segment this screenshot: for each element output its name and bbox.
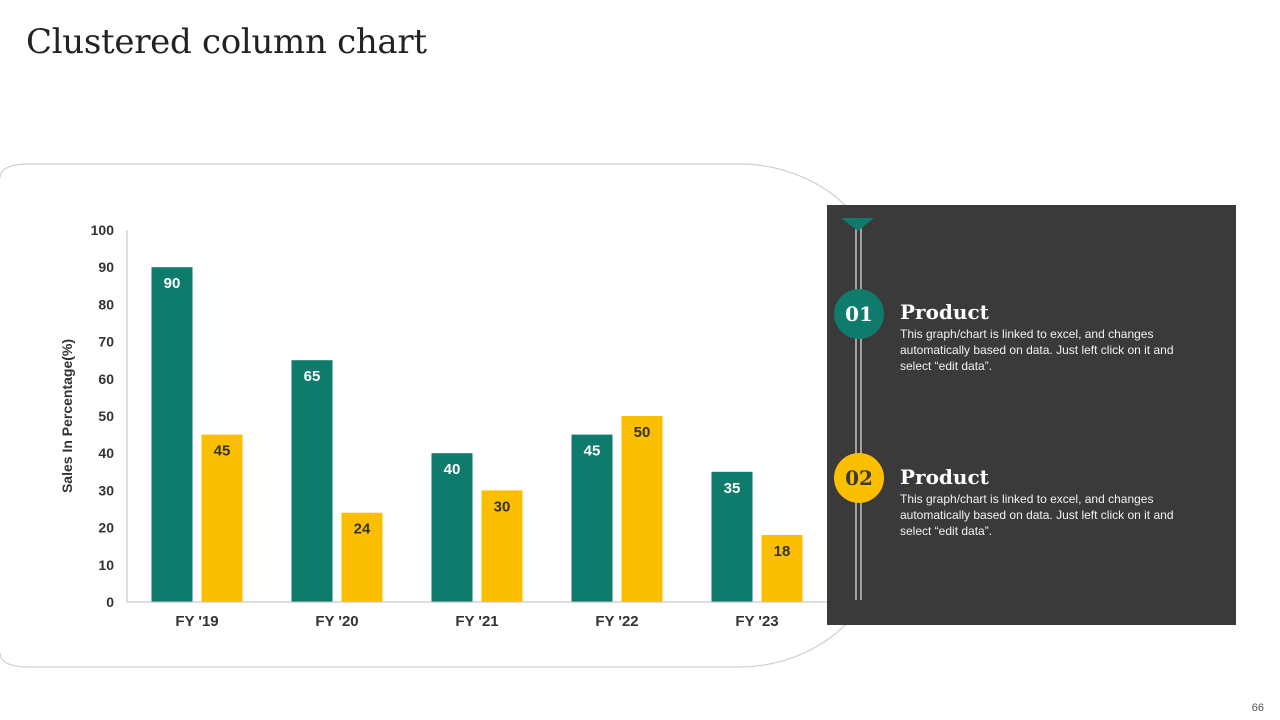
bar-series-2 <box>201 434 243 602</box>
bar-value-label: 50 <box>634 424 651 441</box>
y-axis-title: Sales In Percentage(%) <box>59 339 75 493</box>
badge-02: 02 <box>834 453 884 503</box>
timeline-connector <box>841 218 874 600</box>
legend-item-description: This graph/chart is linked to excel, and… <box>900 327 1174 373</box>
badge-01: 01 <box>834 289 884 339</box>
x-category-label: FY '23 <box>735 613 778 630</box>
bar-value-label: 45 <box>584 443 601 460</box>
y-tick-label: 100 <box>91 222 115 238</box>
y-tick-label: 10 <box>98 557 114 573</box>
y-tick-label: 60 <box>98 371 114 387</box>
x-category-label: FY '20 <box>315 613 358 630</box>
bar-value-label: 35 <box>724 480 741 497</box>
x-category-label: FY '22 <box>595 613 638 630</box>
bar-series-2 <box>621 416 663 602</box>
bar-series-1 <box>431 453 473 602</box>
legend-item-title: Product <box>900 300 989 324</box>
bar-value-label: 24 <box>354 521 371 538</box>
legend-item-description: This graph/chart is linked to excel, and… <box>900 492 1174 538</box>
y-tick-label: 50 <box>98 408 114 424</box>
y-tick-label: 0 <box>106 594 114 610</box>
page-number: 66 <box>1251 702 1264 714</box>
y-axis-ticks: 0 10 20 30 40 50 60 70 80 90 100 <box>91 222 115 610</box>
page-title: Clustered column chart <box>26 22 427 62</box>
timeline-arrow-icon <box>841 218 874 231</box>
x-axis-categories: FY '19 FY '20 FY '21 FY '22 FY '23 <box>175 613 778 630</box>
y-tick-label: 20 <box>98 520 114 536</box>
bar-value-label: 30 <box>494 498 511 515</box>
bar-series-1 <box>291 360 333 602</box>
legend-item-title: Product <box>900 465 989 489</box>
x-category-label: FY '19 <box>175 613 218 630</box>
bar-series-1 <box>151 267 193 602</box>
bar-series-1 <box>571 434 613 602</box>
bar-series-2 <box>761 535 803 602</box>
bar-series-2 <box>481 490 523 602</box>
bar-value-label: 90 <box>164 275 181 292</box>
bar-value-label: 40 <box>444 461 461 478</box>
legend-item-02: Product This graph/chart is linked to ex… <box>900 465 1200 539</box>
y-tick-label: 70 <box>98 334 114 350</box>
x-category-label: FY '21 <box>455 613 498 630</box>
bar-value-label: 45 <box>214 443 231 460</box>
y-tick-label: 40 <box>98 445 114 461</box>
bar-series-1 <box>711 471 753 602</box>
legend-item-01: Product This graph/chart is linked to ex… <box>900 300 1200 374</box>
bar-value-label: 65 <box>304 368 321 385</box>
bar-series-2 <box>341 512 383 602</box>
legend-panel <box>827 205 1236 625</box>
y-tick-label: 30 <box>98 482 114 498</box>
bar-value-label: 18 <box>774 543 791 560</box>
y-tick-label: 80 <box>98 296 114 312</box>
chart-bars: 90 45 65 24 40 30 45 50 35 18 <box>151 267 803 602</box>
y-tick-label: 90 <box>98 259 114 275</box>
